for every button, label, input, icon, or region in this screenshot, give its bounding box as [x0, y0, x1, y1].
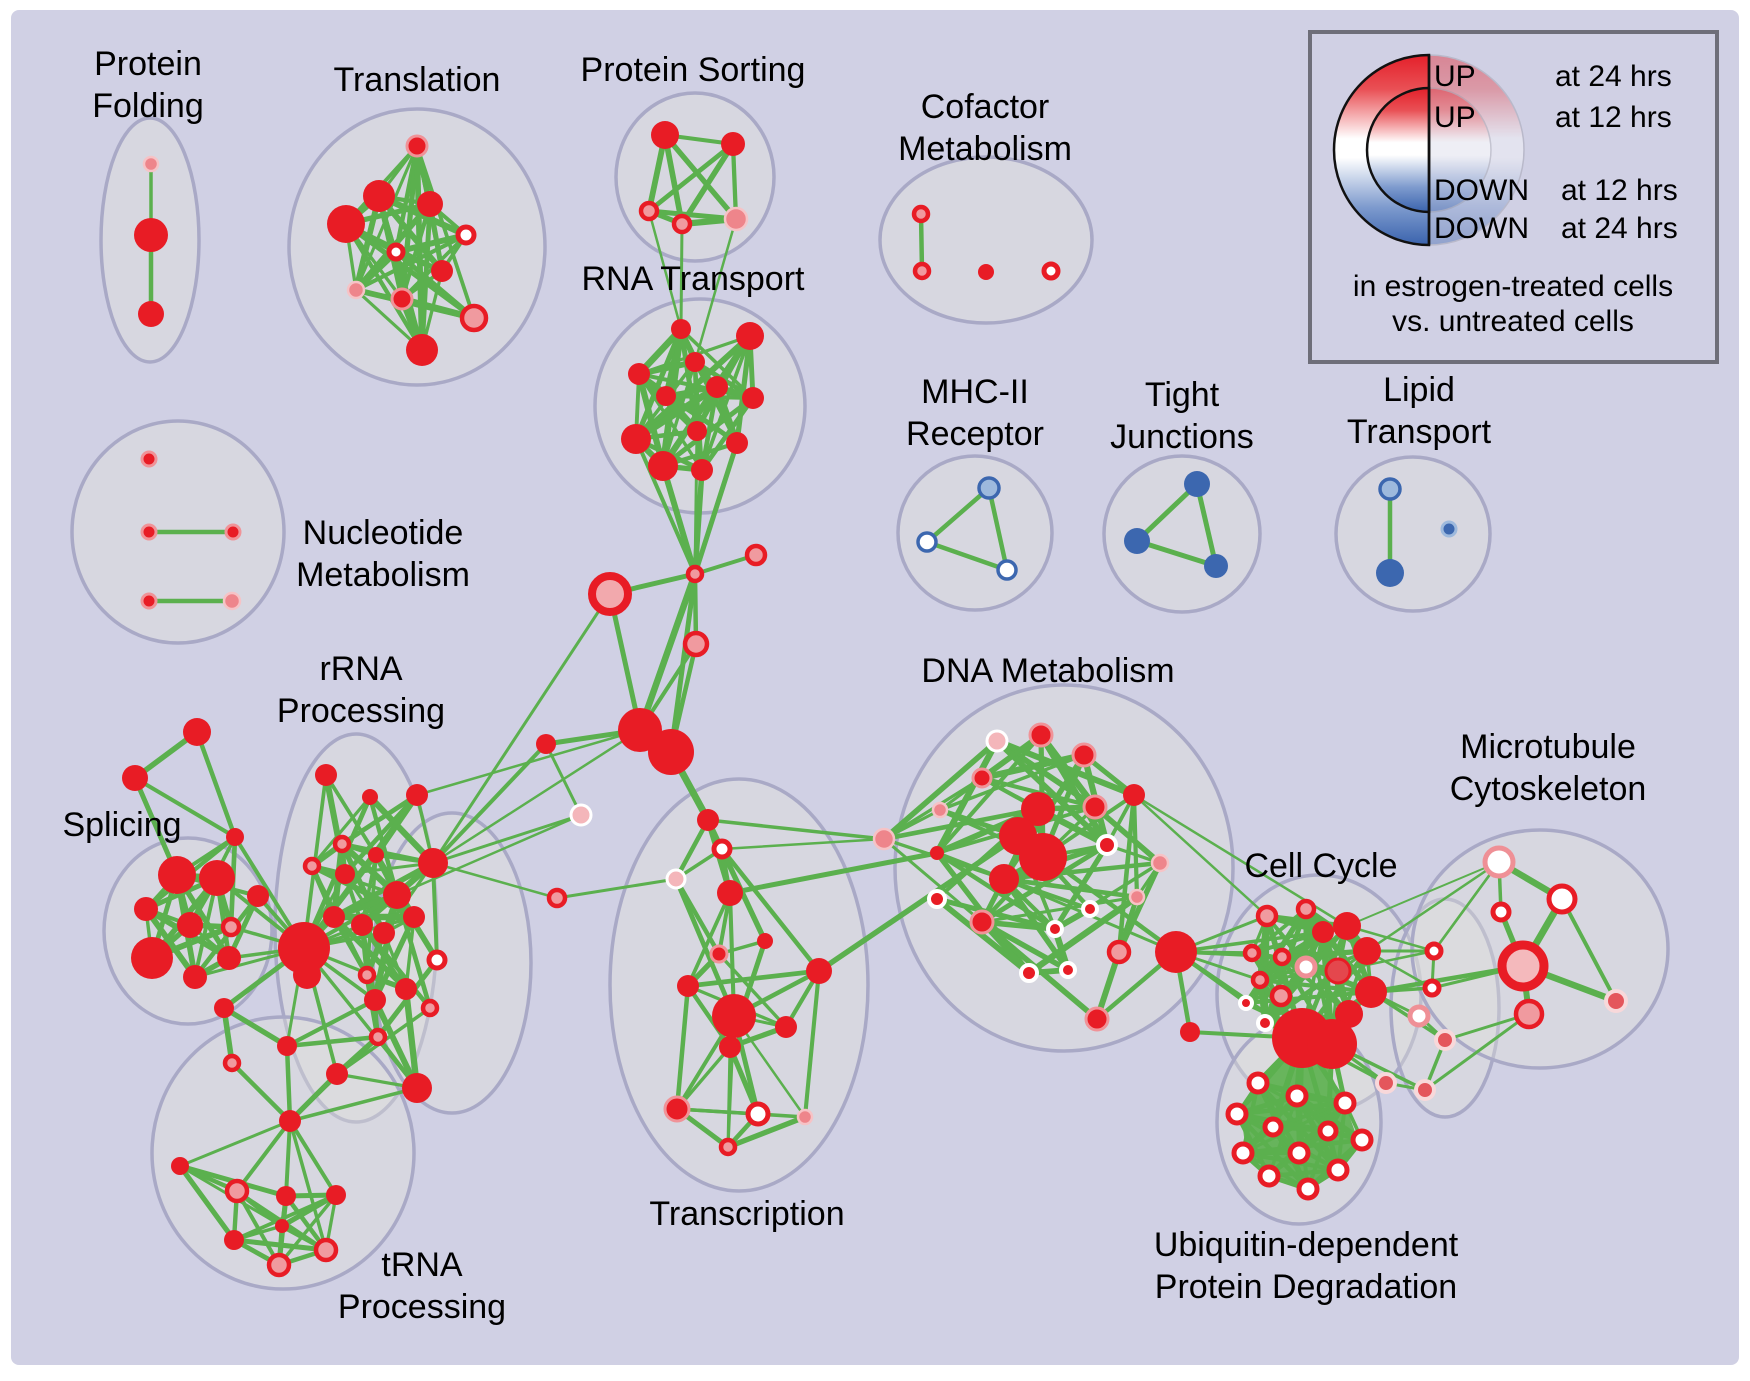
svg-text:Transport: Transport [1347, 413, 1492, 451]
svg-text:UP: UP [1434, 101, 1476, 134]
svg-text:Junctions: Junctions [1110, 418, 1254, 456]
svg-text:Processing: Processing [338, 1288, 506, 1326]
svg-text:Metabolism: Metabolism [898, 130, 1072, 168]
svg-text:RNA Transport: RNA Transport [582, 260, 806, 298]
svg-text:at 24 hrs: at 24 hrs [1561, 212, 1678, 245]
svg-text:Lipid: Lipid [1383, 371, 1455, 409]
svg-text:DNA Metabolism: DNA Metabolism [921, 652, 1174, 690]
svg-text:at 24 hrs: at 24 hrs [1555, 60, 1672, 93]
svg-text:Translation: Translation [334, 61, 501, 99]
svg-text:Cell Cycle: Cell Cycle [1244, 847, 1397, 885]
svg-text:Metabolism: Metabolism [296, 556, 470, 594]
svg-text:DOWN: DOWN [1434, 212, 1529, 245]
svg-text:Folding: Folding [92, 87, 204, 125]
svg-text:Nucleotide: Nucleotide [303, 514, 464, 552]
svg-text:in estrogen-treated cells: in estrogen-treated cells [1353, 270, 1673, 303]
svg-text:Transcription: Transcription [649, 1195, 844, 1233]
svg-text:Microtubule: Microtubule [1460, 728, 1636, 766]
svg-text:vs. untreated cells: vs. untreated cells [1392, 305, 1634, 338]
svg-text:Ubiquitin-dependent: Ubiquitin-dependent [1154, 1226, 1459, 1264]
svg-text:Protein: Protein [94, 45, 202, 83]
svg-text:Processing: Processing [277, 692, 445, 730]
svg-text:at 12 hrs: at 12 hrs [1561, 174, 1678, 207]
svg-text:Cofactor: Cofactor [921, 88, 1050, 126]
svg-text:Tight: Tight [1145, 376, 1220, 414]
svg-text:MHC-II: MHC-II [921, 373, 1029, 411]
svg-text:UP: UP [1434, 60, 1476, 93]
svg-text:tRNA: tRNA [381, 1246, 463, 1284]
svg-text:Splicing: Splicing [62, 806, 181, 844]
svg-text:Protein Sorting: Protein Sorting [581, 51, 806, 89]
svg-text:DOWN: DOWN [1434, 174, 1529, 207]
svg-text:Cytoskeleton: Cytoskeleton [1450, 770, 1647, 808]
svg-text:rRNA: rRNA [319, 650, 402, 688]
svg-text:Protein Degradation: Protein Degradation [1155, 1268, 1457, 1306]
svg-text:at 12 hrs: at 12 hrs [1555, 101, 1672, 134]
svg-text:Receptor: Receptor [906, 415, 1044, 453]
